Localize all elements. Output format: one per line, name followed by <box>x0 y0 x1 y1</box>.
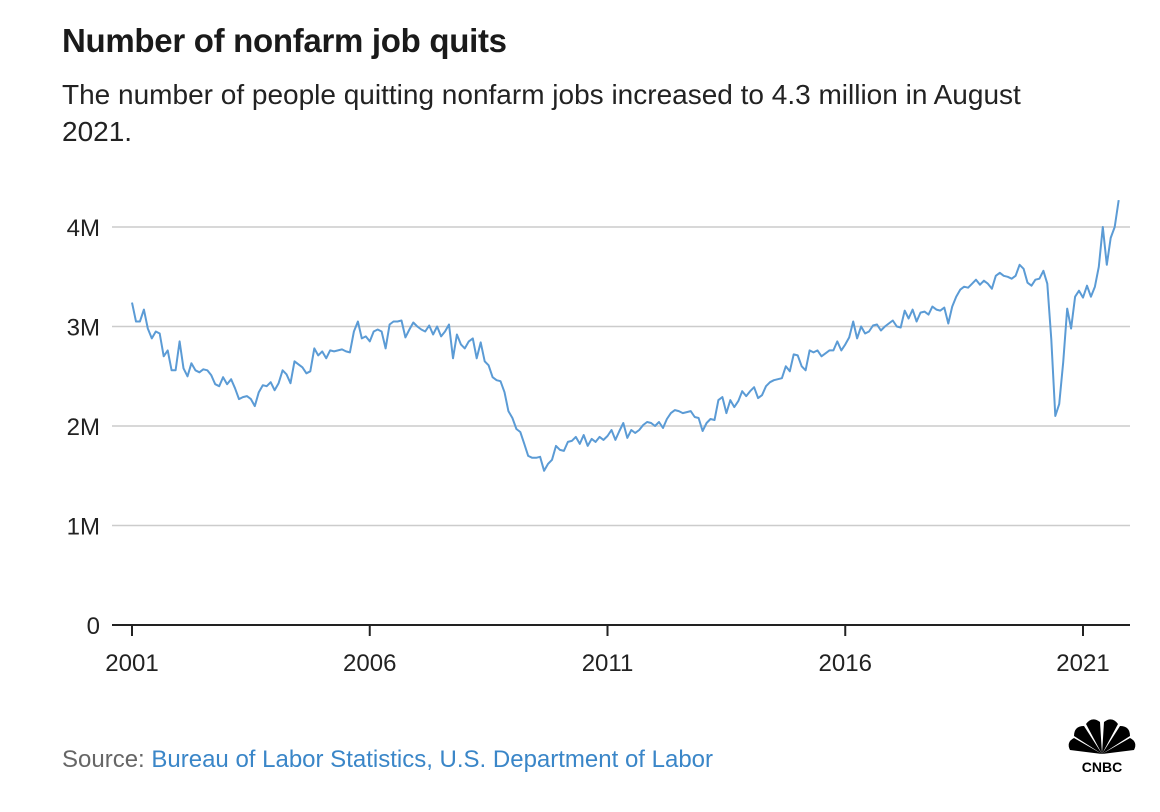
cnbc-peacock-logo: CNBC <box>1068 719 1136 774</box>
logo-wordmark: CNBC <box>1082 759 1122 774</box>
y-tick-label: 4M <box>67 215 100 242</box>
source-note: Source: Bureau of Labor Statistics, U.S.… <box>62 746 713 774</box>
y-tick-label: 2M <box>67 414 100 441</box>
x-tick-label: 2006 <box>343 650 396 677</box>
chart-title: Number of nonfarm job quits <box>62 22 507 59</box>
gridlines <box>112 226 1130 527</box>
x-tick-label: 2016 <box>819 650 872 677</box>
source-label: Source: <box>62 746 145 773</box>
series-line-quits <box>131 199 1120 472</box>
y-axis-labels: 0 1M 2M 3M 4M <box>67 215 100 640</box>
y-tick-label: 1M <box>67 514 100 541</box>
chart-subtitle: The number of people quitting nonfarm jo… <box>62 79 1021 147</box>
x-tick-label: 2011 <box>582 650 634 677</box>
x-tick-label: 2021 <box>1056 650 1109 677</box>
y-tick-label: 0 <box>87 613 100 640</box>
y-tick-label: 3M <box>67 315 100 342</box>
source-link[interactable]: Bureau of Labor Statistics, U.S. Departm… <box>151 746 714 773</box>
x-tick-label: 2001 <box>105 650 158 677</box>
x-axis: 2001 2006 2011 2016 2021 <box>105 624 1130 677</box>
data-series <box>131 199 1120 472</box>
